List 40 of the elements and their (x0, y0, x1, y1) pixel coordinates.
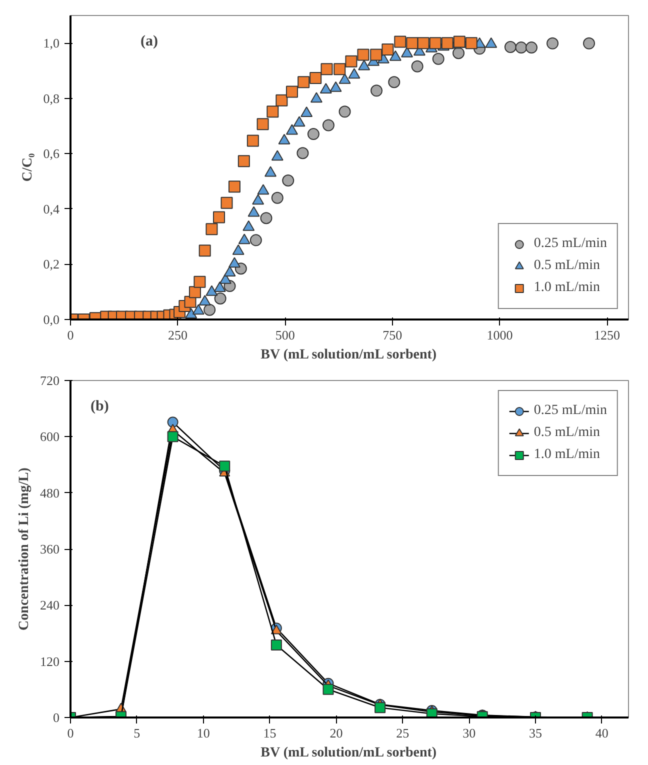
legend-label: 0.5 mL/min (534, 258, 600, 274)
y-tick-label: 480 (40, 485, 60, 500)
x-tick-label: 35 (529, 726, 542, 740)
x-tick-label: 1000 (486, 328, 513, 342)
y-tick-label: 1,0 (43, 36, 60, 51)
x-tick-label: 500 (275, 328, 295, 342)
annotation: (b) (90, 398, 109, 414)
y-tick-label: 0,0 (43, 312, 60, 327)
y-tick-label: 120 (40, 654, 60, 669)
x-axis-title: BV (mL solution/mL sorbent) (260, 348, 437, 362)
x-tick-label: 10 (196, 726, 210, 740)
legend-label: 0.25 mL/min (534, 403, 607, 419)
y-tick-label: 240 (40, 598, 60, 613)
legend-label: 0.5 mL/min (534, 425, 600, 441)
y-tick-label: 720 (40, 373, 60, 388)
y-tick-label: 360 (40, 542, 60, 556)
x-tick-label: 1250 (594, 328, 620, 342)
y-tick-label: 0 (53, 710, 60, 725)
y-axis-title: C/C₀ (20, 153, 36, 182)
x-tick-label: 15 (263, 726, 276, 740)
y-tick-label: 0,6 (43, 146, 60, 162)
y-tick-label: 0,4 (43, 201, 60, 216)
y-tick-label: 600 (40, 429, 60, 444)
x-tick-label: 0 (67, 726, 74, 740)
x-axis-title: BV (mL solution/mL sorbent) (260, 746, 437, 760)
y-tick-label: 0,2 (43, 256, 60, 272)
annotation: (a) (140, 34, 158, 50)
x-tick-label: 40 (595, 726, 608, 740)
x-tick-label: 0 (67, 328, 74, 342)
x-tick-label: 25 (396, 726, 410, 740)
y-axis-title: Concentration of Li (mg/L) (17, 467, 32, 630)
legend-label: 0.25 mL/min (534, 236, 607, 252)
x-tick-label: 250 (168, 328, 188, 342)
legend-label: 1.0 mL/min (534, 280, 600, 296)
x-tick-label: 30 (462, 726, 476, 740)
legend-label: 1.0 mL/min (534, 447, 600, 463)
y-tick-label: 0,8 (43, 90, 60, 106)
x-tick-label: 5 (134, 726, 140, 740)
x-tick-label: 20 (330, 726, 343, 740)
x-tick-label: 750 (382, 328, 402, 342)
